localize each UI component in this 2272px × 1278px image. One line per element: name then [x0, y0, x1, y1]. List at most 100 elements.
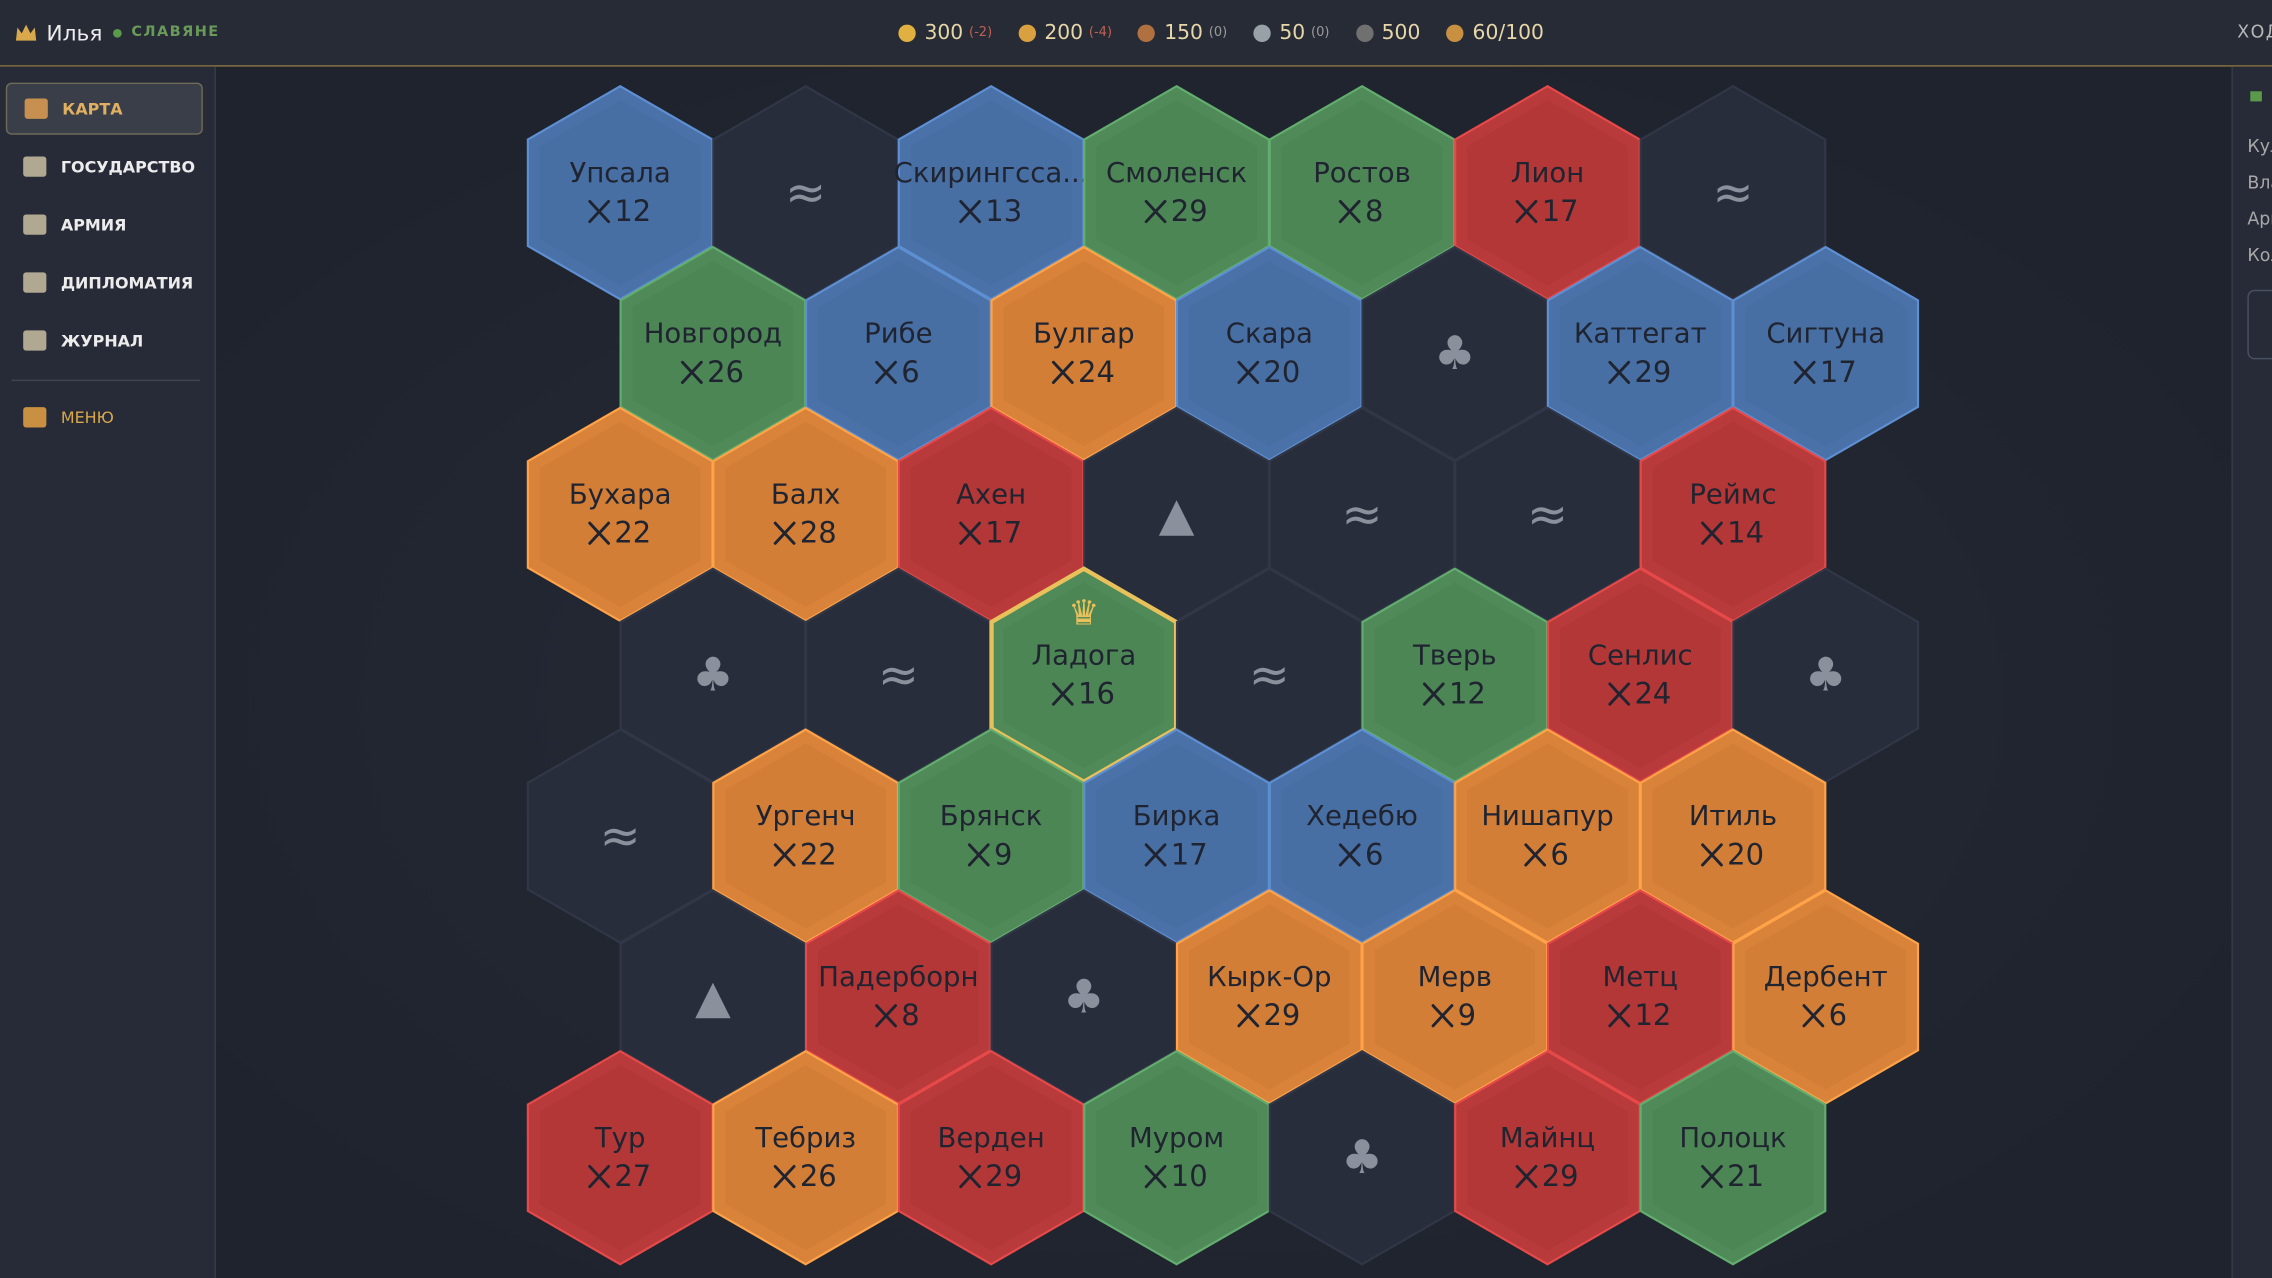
city-tile[interactable]: Скирингсса... 13 [894, 84, 1089, 301]
icon-shape [1608, 682, 1631, 706]
city-tile[interactable]: Ахен 17 [897, 406, 1085, 623]
hex-shade [1467, 1065, 1628, 1251]
city-tile[interactable]: Падерборн 8 [804, 889, 992, 1105]
city-tile[interactable]: Итиль 20 [1639, 728, 1827, 944]
resource-icon [1018, 23, 1036, 42]
icon-shape [1051, 360, 1074, 384]
terrain-tile[interactable]: ♣ [990, 889, 1178, 1105]
hex-shade [1281, 743, 1443, 929]
army-count: 20 [1264, 355, 1301, 389]
nav-item[interactable]: ГОСУДАРСТВО [6, 141, 203, 193]
hex-shade [1374, 904, 1536, 1090]
terrain-tile[interactable]: ≈ [712, 84, 900, 301]
city-tile[interactable]: Смоленск 29 [1083, 84, 1270, 301]
city-tile[interactable]: Ладога 16 ♛ [989, 566, 1179, 785]
icon-shape [1237, 360, 1260, 384]
city-tile[interactable]: Скара 20 [1175, 245, 1363, 462]
city-tile[interactable]: Ургенч 22 [712, 728, 900, 944]
panel-label: Арм [2247, 208, 2272, 229]
right-panel: Кул Вла Арм Кол [2231, 66, 2272, 1278]
city-name: Тебриз [754, 1122, 856, 1154]
icon-shape [1144, 199, 1167, 224]
nav-item[interactable]: КАРТА [5, 82, 203, 135]
city-tile[interactable]: Сенлис 24 [1546, 567, 1734, 783]
city-tile[interactable]: Реймс 14 [1639, 406, 1827, 623]
city-tile[interactable]: Бухара 22 [526, 406, 714, 623]
sword-icon [1422, 682, 1445, 706]
sword-icon [1051, 682, 1074, 706]
city-tile[interactable]: Верден 29 [897, 1049, 1085, 1266]
sword-icon [681, 360, 703, 384]
city-tile[interactable]: Тур 27 [526, 1049, 714, 1266]
city-tile[interactable]: Мерв 9 [1361, 889, 1549, 1105]
city-name: Муром [1129, 1122, 1224, 1154]
city-tile[interactable]: Тебриз 26 [712, 1049, 900, 1266]
sword-icon [1608, 682, 1631, 706]
icon-shape [23, 156, 47, 177]
icon-shape [1144, 1164, 1167, 1189]
city-tile[interactable]: Каттегат 29 [1546, 245, 1734, 462]
city-tile[interactable]: Балх 28 [712, 406, 900, 623]
city-name: Сенлис [1588, 639, 1693, 671]
hex-shade [1374, 582, 1536, 768]
terrain-tile[interactable]: ≈ [1268, 406, 1456, 623]
city-tile[interactable]: Рибе 6 [804, 245, 992, 462]
terrain-tile[interactable]: ▲ [619, 889, 807, 1105]
icon-shape [1701, 1164, 1723, 1189]
terrain-tile[interactable]: ♣ [1732, 567, 1920, 783]
resource-value: 60/100 [1472, 21, 1544, 45]
city-tile[interactable]: Майнц 29 [1454, 1049, 1641, 1266]
hex-shade [818, 260, 979, 447]
nav-item[interactable]: ДИПЛОМАТИЯ [6, 256, 203, 308]
resource-value: 200 [1044, 21, 1084, 45]
sword-icon [959, 521, 981, 545]
menu-button[interactable]: МЕНЮ [6, 391, 203, 443]
terrain-tile[interactable]: ≈ [1454, 406, 1641, 623]
city-tile[interactable]: Кырк-Ор 29 [1175, 889, 1363, 1105]
city-tile[interactable]: Бирка 17 [1083, 728, 1270, 944]
sword-icon [1144, 199, 1167, 224]
hex-shade [1281, 99, 1443, 286]
army-count: 26 [800, 1159, 837, 1193]
city-tile[interactable]: Тверь 12 [1361, 567, 1549, 783]
city-name: Брянск [940, 800, 1043, 832]
nav-item[interactable]: ЖУРНАЛ [6, 314, 203, 366]
city-tile[interactable]: Лион 17 [1454, 84, 1641, 301]
terrain-tile[interactable]: ♣ [1268, 1049, 1456, 1266]
city-tile[interactable]: Дербент 6 [1732, 889, 1920, 1105]
city-name: Ургенч [756, 800, 856, 832]
city-tile[interactable]: Булгар 24 [990, 245, 1178, 462]
city-tile[interactable]: Полоцк 21 [1639, 1049, 1827, 1266]
sword-icon [773, 843, 796, 867]
army-count: 21 [1727, 1159, 1764, 1193]
terrain-tile[interactable]: ≈ [1175, 567, 1363, 783]
city-tile[interactable]: Метц 12 [1546, 889, 1734, 1105]
sword-icon [1608, 360, 1631, 384]
nav-item[interactable]: АРМИЯ [6, 199, 203, 251]
city-tile[interactable]: Брянск 9 [897, 728, 1085, 944]
terrain-tile[interactable]: ≈ [1639, 84, 1827, 301]
city-name: Ростов [1313, 157, 1411, 189]
hex [1732, 889, 1920, 1105]
army-count: 29 [1634, 355, 1671, 389]
city-tile[interactable]: Упсала 12 [526, 84, 714, 301]
city-tile[interactable]: Муром 10 [1083, 1049, 1270, 1266]
hex-shade [1096, 99, 1257, 286]
city-tile[interactable]: Нишапур 6 [1454, 728, 1641, 944]
city-tile[interactable]: Сигтуна 17 [1732, 245, 1920, 462]
city-tile[interactable]: Ростов 8 [1268, 84, 1456, 301]
army-count: 12 [1634, 998, 1671, 1032]
terrain-tile[interactable]: ≈ [804, 567, 992, 783]
city-name: Метц [1603, 961, 1678, 993]
city-name: Упсала [570, 157, 671, 189]
terrain-tile[interactable]: ▲ [1083, 406, 1270, 623]
city-name: Новгород [644, 318, 782, 350]
sword-icon [588, 1164, 611, 1189]
army-count: 8 [1365, 194, 1383, 228]
city-name: Верден [937, 1122, 1044, 1154]
top-bar: Илья СЛАВЯНЕ 300 (-2) 200 (-4) 150 (0) 50 (0) 50… [0, 0, 2272, 67]
city-tile[interactable]: Новгород 26 [619, 245, 807, 462]
panel-label: Кол [2247, 244, 2272, 266]
icon-shape [23, 330, 47, 351]
resource: 50 (0) [1250, 21, 1329, 44]
